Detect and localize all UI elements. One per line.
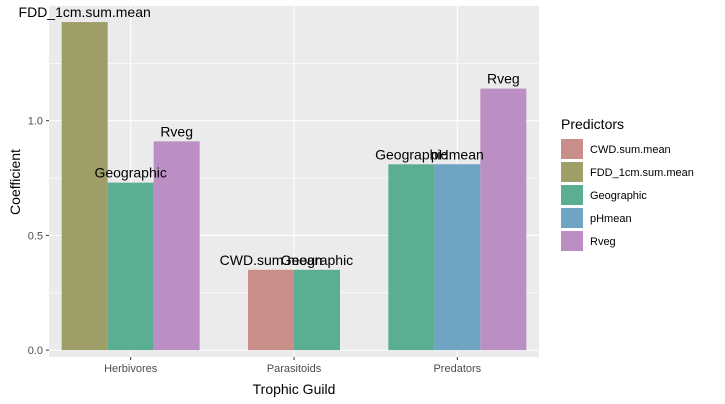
x-axis: Herbivores Parasitoids Predators <box>104 357 482 375</box>
legend-label: FDD_1cm.sum.mean <box>590 167 694 179</box>
bar <box>248 269 294 351</box>
bar <box>294 269 340 351</box>
y-tick-label: 0.0 <box>28 345 43 357</box>
data-label: pHmean <box>431 146 484 162</box>
x-tick-label: Herbivores <box>104 363 158 375</box>
bar <box>153 141 200 351</box>
data-label: Rveg <box>487 71 520 87</box>
data-label: CWD.sum.mean <box>220 252 323 268</box>
legend-key <box>561 185 583 205</box>
bar <box>388 164 435 351</box>
bar-layer <box>61 22 527 351</box>
legend-title: Predictors <box>561 116 624 132</box>
y-axis: 0.0 0.5 1.0 <box>28 116 49 357</box>
bar <box>480 88 527 351</box>
bar <box>434 164 481 351</box>
data-label: Rveg <box>160 123 193 139</box>
legend-label: CWD.sum.mean <box>590 144 671 156</box>
legend-key <box>561 139 583 159</box>
data-label-layer: FDD_1cm.sum.mean Geographic Rveg CWD.sum.me… <box>19 4 520 268</box>
legend-label: Geographic <box>590 190 647 202</box>
y-tick-label: 0.5 <box>28 230 43 242</box>
legend-label: Rveg <box>590 236 616 248</box>
x-tick-label: Parasitoids <box>267 363 322 375</box>
data-label: Geographic <box>281 252 353 268</box>
legend: Predictors CWD.sum.mean FDD_1cm.sum.mean G… <box>561 116 694 251</box>
data-label: Geographic <box>94 165 166 181</box>
legend-key <box>561 208 583 228</box>
data-label: Geographic <box>375 146 447 162</box>
legend-key <box>561 162 583 182</box>
legend-key <box>561 231 583 251</box>
legend-label: pHmean <box>590 213 632 225</box>
bars <box>61 22 527 351</box>
bar <box>107 182 154 351</box>
x-tick-label: Predators <box>433 363 481 375</box>
y-tick-label: 1.0 <box>28 116 43 128</box>
x-axis-title: Trophic Guild <box>253 381 336 397</box>
y-axis-title: Coefficient <box>7 149 23 215</box>
data-label: FDD_1cm.sum.mean <box>19 4 151 20</box>
bar <box>61 22 108 351</box>
